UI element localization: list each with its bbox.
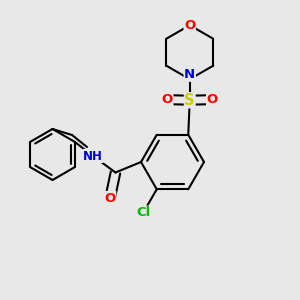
Text: O: O	[207, 93, 218, 106]
Text: S: S	[184, 93, 195, 108]
Text: Cl: Cl	[136, 206, 150, 219]
Text: N: N	[184, 68, 195, 81]
Text: O: O	[104, 191, 116, 205]
Text: NH: NH	[83, 149, 103, 163]
Text: O: O	[184, 19, 195, 32]
Text: O: O	[162, 93, 173, 106]
